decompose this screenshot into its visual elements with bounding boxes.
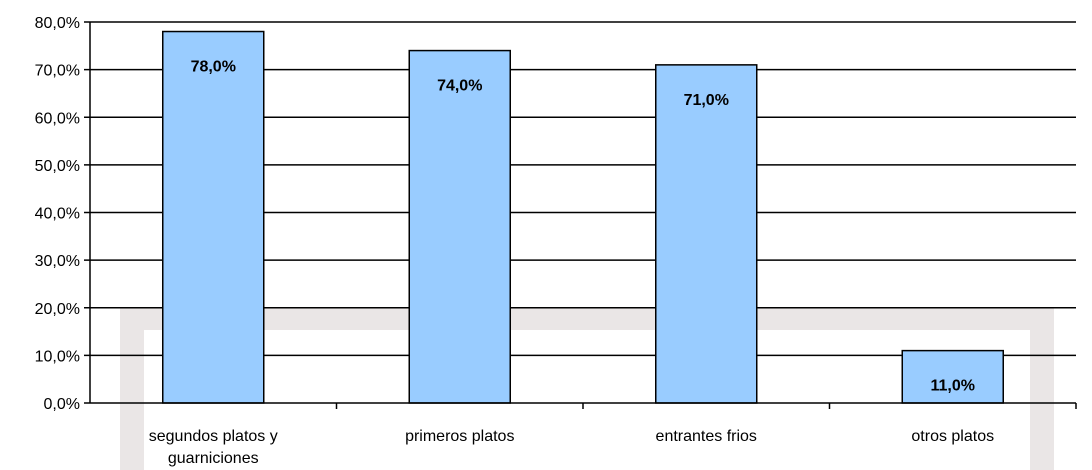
- gridlines: [90, 21, 1076, 357]
- x-category-label-line: entrantes frios: [656, 428, 757, 445]
- x-category-label-0: segundos platos y guarniciones: [149, 428, 278, 467]
- x-category-label-line: primeros platos: [405, 428, 514, 445]
- bars: [162, 30, 1004, 404]
- y-tick-label-3: 30,0%: [35, 253, 80, 270]
- x-category-label-line: segundos platos y: [149, 428, 278, 445]
- x-axis-ticks: segundos platos y guarniciones primeros pl…: [149, 403, 1077, 467]
- x-category-label-3: otros platos: [911, 428, 994, 445]
- data-label-3: 11,0%: [931, 378, 975, 395]
- data-labels: 78,0% 74,0% 71,0% 11,0%: [191, 59, 975, 395]
- x-category-label-line: guarniciones: [168, 450, 259, 467]
- x-category-label-2: entrantes frios: [656, 428, 757, 445]
- y-axis-ticks: 0,0% 10,0% 20,0% 30,0% 40,0% 50,0% 60,0% 70,0% 8…: [35, 15, 90, 413]
- bar-3: [901, 349, 1004, 404]
- data-label-1: 74,0%: [437, 78, 482, 95]
- data-label-2: 71,0%: [684, 92, 729, 109]
- data-label-0: 78,0%: [191, 59, 236, 76]
- y-tick-label-1: 10,0%: [35, 348, 80, 365]
- x-category-label-1: primeros platos: [405, 428, 514, 445]
- y-tick-label-7: 70,0%: [35, 63, 80, 80]
- y-tick-label-2: 20,0%: [35, 301, 80, 318]
- y-tick-label-0: 0,0%: [44, 396, 80, 413]
- x-category-label-line: otros platos: [911, 428, 994, 445]
- bar-2: [655, 64, 758, 404]
- y-tick-label-4: 40,0%: [35, 206, 80, 223]
- bar-1: [408, 49, 511, 404]
- y-tick-label-8: 80,0%: [35, 15, 80, 32]
- y-tick-label-6: 60,0%: [35, 110, 80, 127]
- bar-0: [162, 30, 265, 404]
- y-tick-label-5: 50,0%: [35, 158, 80, 175]
